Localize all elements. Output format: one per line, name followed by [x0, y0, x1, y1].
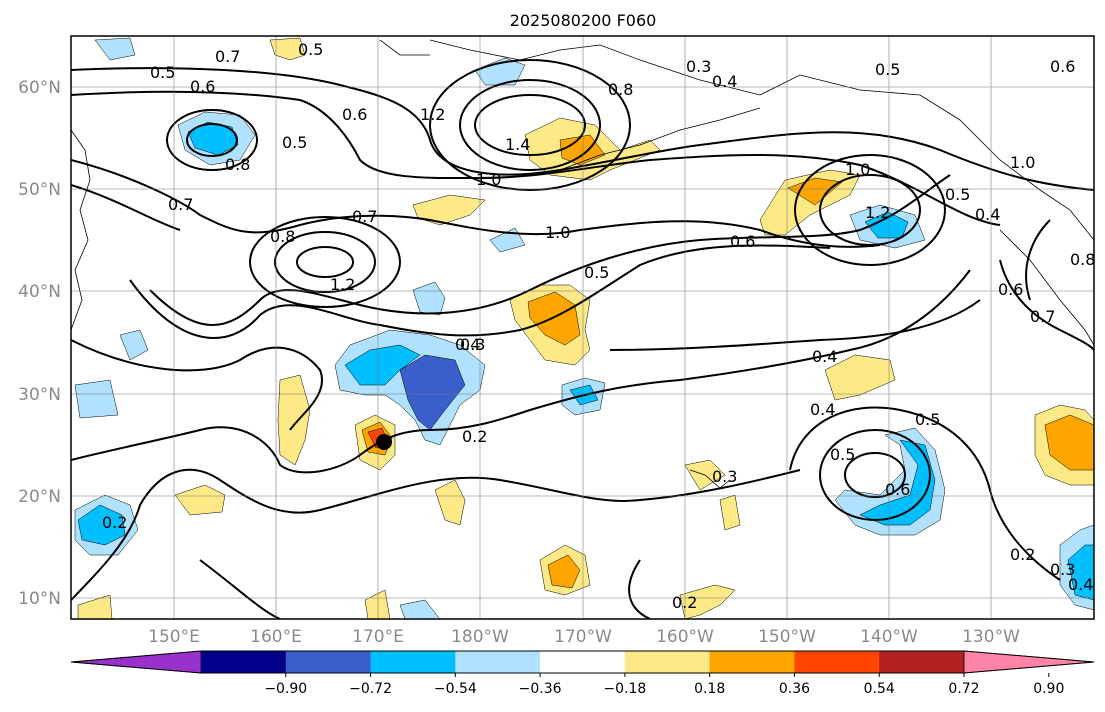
contour-label: 0.5: [298, 40, 323, 59]
colorbar-swatch: [879, 651, 965, 673]
colorbar-swatch: [285, 651, 372, 673]
lat-label: 40°N: [18, 282, 61, 302]
contour-label: 1.0: [845, 160, 870, 179]
contour-label: 0.5: [945, 185, 970, 204]
map-panel: 0.7 0.5 0.5 0.6 0.5 0.8 0.6 1.2 1.4 0.3 …: [18, 35, 1095, 647]
longitude-labels: 150°E 160°E 170°E 180°W 170°W 160°W 150°…: [148, 627, 1020, 647]
contour-label: 1.2: [330, 275, 355, 294]
contour-label: 0.2: [462, 427, 487, 446]
contour-label: 0.2: [1010, 545, 1035, 564]
contour-label: 0.5: [830, 445, 855, 464]
colorbar-extend-high: [963, 650, 1095, 674]
contour-label: 0.4: [1068, 575, 1093, 594]
lon-label: 150°W: [758, 627, 816, 647]
contour-label: 0.6: [730, 232, 755, 251]
contour-label: 1.0: [1010, 153, 1035, 172]
colorbar-tick-label: −0.72: [349, 681, 392, 697]
contour-label: 0.3: [460, 335, 485, 354]
colorbar-tick-label: 0.72: [948, 681, 979, 697]
colorbar-swatch: [201, 651, 287, 673]
contour-label: 0.3: [712, 467, 737, 486]
contour-label: 0.5: [875, 60, 900, 79]
colorbar-tick-label: 0.18: [694, 681, 725, 697]
contour-lines: [71, 59, 1094, 619]
contour-label: 0.5: [915, 410, 940, 429]
storm-center-marker: [376, 434, 392, 450]
contour-label: 0.5: [150, 63, 175, 82]
colorbar-ticks: −0.90 −0.72 −0.54 −0.36 −0.18 0.18 0.36 0.54 0.7…: [264, 673, 1064, 697]
colorbar: −0.90 −0.72 −0.54 −0.36 −0.18 0.18 0.36 0.54 0.7…: [70, 650, 1095, 697]
lon-label: 140°W: [860, 627, 918, 647]
contour-label: 0.8: [1070, 250, 1095, 269]
contour-label: 1.2: [865, 203, 890, 222]
lat-label: 10°N: [18, 589, 61, 609]
contour-label: 1.2: [420, 105, 445, 124]
contour-label: 0.5: [584, 263, 609, 282]
colorbar-extend-low: [70, 650, 202, 674]
figure-title: 2025080200 F060: [510, 11, 657, 30]
lon-label: 150°E: [148, 627, 200, 647]
colorbar-swatch: [624, 651, 711, 673]
contour-label: 0.6: [342, 105, 367, 124]
coastlines: [71, 39, 1094, 489]
colorbar-tick-label: −0.18: [603, 681, 646, 697]
colorbar-tick-label: 0.36: [779, 681, 810, 697]
latitude-labels: 60°N 50°N 40°N 30°N 20°N 10°N: [18, 78, 61, 609]
lat-label: 30°N: [18, 385, 61, 405]
contour-label: 0.4: [812, 347, 837, 366]
contour-label: 0.5: [282, 133, 307, 152]
contour-label: 0.4: [810, 400, 835, 419]
colorbar-outline: [70, 650, 1095, 674]
contour-label: 1.0: [545, 223, 570, 242]
lon-label: 180°W: [451, 627, 509, 647]
colorbar-tick-label: 0.54: [864, 681, 895, 697]
lon-label: 170°E: [352, 627, 404, 647]
lat-label: 50°N: [18, 180, 61, 200]
colorbar-swatch: [370, 651, 456, 673]
contour-label: 0.6: [190, 77, 215, 96]
colorbar-swatches: [70, 650, 1095, 674]
lon-label: 130°W: [962, 627, 1020, 647]
contour-label: 0.4: [712, 72, 737, 91]
colorbar-tick-label: −0.54: [434, 681, 477, 697]
colorbar-tick-label: −0.36: [519, 681, 562, 697]
contour-label: 0.3: [686, 57, 711, 76]
contour-label: 0.8: [608, 80, 633, 99]
contour-label: 0.4: [455, 335, 480, 354]
lat-label: 20°N: [18, 487, 61, 507]
contour-label: 0.7: [215, 47, 240, 66]
contour-labels: 0.7 0.5 0.5 0.6 0.5 0.8 0.6 1.2 1.4 0.3 …: [102, 40, 1095, 612]
contour-label: 0.2: [102, 513, 127, 532]
contour-label: 0.8: [270, 227, 295, 246]
colorbar-swatch: [709, 651, 795, 673]
contour-label: 0.2: [672, 593, 697, 612]
contour-label: 1.0: [476, 170, 501, 189]
lat-label: 60°N: [18, 78, 61, 98]
contour-label: 1.4: [505, 135, 530, 154]
colorbar-swatch: [794, 651, 880, 673]
lon-label: 160°W: [656, 627, 714, 647]
contour-label: 0.6: [998, 280, 1023, 299]
contour-label: 0.7: [1030, 307, 1055, 326]
contour-label: 0.6: [1050, 57, 1075, 76]
colorbar-tick-label: −0.90: [264, 681, 307, 697]
lon-label: 160°E: [250, 627, 302, 647]
colorbar-tick-label: 0.90: [1033, 681, 1064, 697]
contour-label: 0.4: [975, 205, 1000, 224]
colorbar-swatch: [540, 651, 626, 673]
shaded-anomaly-fields: [74, 37, 1094, 619]
lon-label: 170°W: [554, 627, 612, 647]
contour-label: 0.8: [225, 155, 250, 174]
contour-label: 0.3: [1050, 560, 1075, 579]
map-frame: [70, 35, 1095, 620]
contour-label: 0.7: [352, 207, 377, 226]
graticule: [71, 36, 1094, 619]
contour-label: 0.7: [168, 195, 193, 214]
colorbar-swatch: [455, 651, 541, 673]
contour-label: 0.6: [885, 480, 910, 499]
